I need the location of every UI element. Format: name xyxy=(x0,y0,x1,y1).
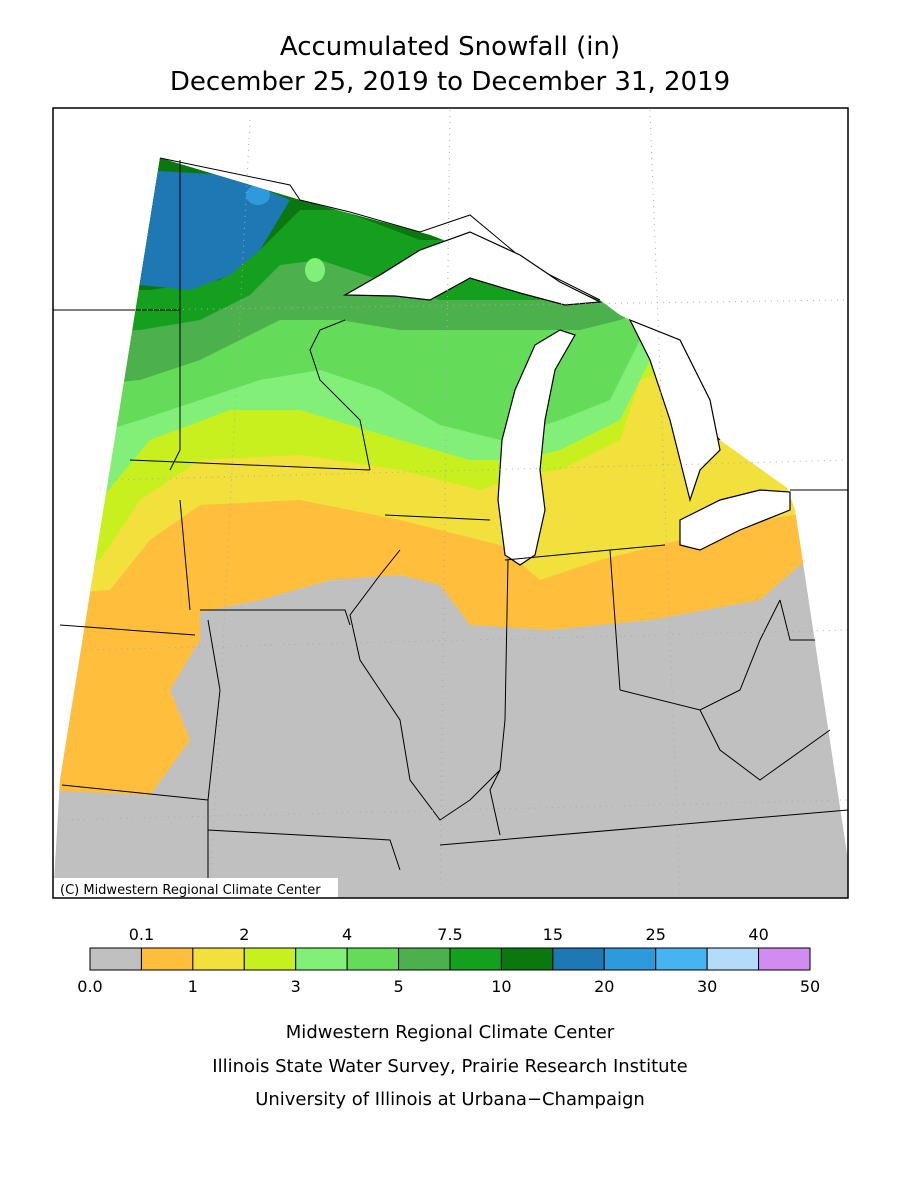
legend-label: 25 xyxy=(646,925,666,944)
map: (C) Midwestern Regional Climate Center xyxy=(53,108,848,898)
legend-swatch xyxy=(243,947,297,971)
legend-label: 50 xyxy=(800,977,820,996)
legend-label: 0.0 xyxy=(77,977,102,996)
legend-label: 30 xyxy=(697,977,717,996)
legend-swatch xyxy=(603,947,657,971)
legend-swatch xyxy=(706,947,760,971)
legend-label: 2 xyxy=(239,925,249,944)
legend-swatch xyxy=(140,947,194,971)
legend-label: 20 xyxy=(594,977,614,996)
legend-swatch xyxy=(89,947,142,971)
legend-swatch xyxy=(346,947,400,971)
legend-swatch xyxy=(758,947,811,971)
legend-swatch xyxy=(500,947,554,971)
footer-line: University of Illinois at Urbana−Champai… xyxy=(255,1089,645,1110)
legend-swatch xyxy=(552,947,605,971)
legend-label: 7.5 xyxy=(437,925,462,944)
legend-label: 0.1 xyxy=(129,925,154,944)
title-line: December 25, 2019 to December 31, 2019 xyxy=(170,67,730,97)
legend-label: 3 xyxy=(291,977,301,996)
legend-label: 1 xyxy=(188,977,198,996)
legend-swatch xyxy=(449,947,502,971)
legend: 0.0 0.1 1 2 3 4 5 7.5 10 15 20 25 30 40 50 xyxy=(77,925,820,996)
legend-swatch xyxy=(655,947,708,971)
legend-label: 5 xyxy=(393,977,403,996)
legend-label: 10 xyxy=(491,977,511,996)
map-credit: (C) Midwestern Regional Climate Center xyxy=(60,883,321,898)
legend-label: 15 xyxy=(543,925,563,944)
footer-line: Illinois State Water Survey, Prairie Res… xyxy=(212,1056,687,1077)
legend-label: 4 xyxy=(342,925,352,944)
map-frame xyxy=(52,107,849,899)
legend-swatch xyxy=(192,947,245,971)
footer-line: Midwestern Regional Climate Center xyxy=(286,1022,615,1043)
legend-swatch xyxy=(295,947,348,971)
legend-swatch xyxy=(398,947,451,971)
legend-label: 40 xyxy=(748,925,768,944)
title-line: Accumulated Snowfall (in) xyxy=(280,32,620,62)
